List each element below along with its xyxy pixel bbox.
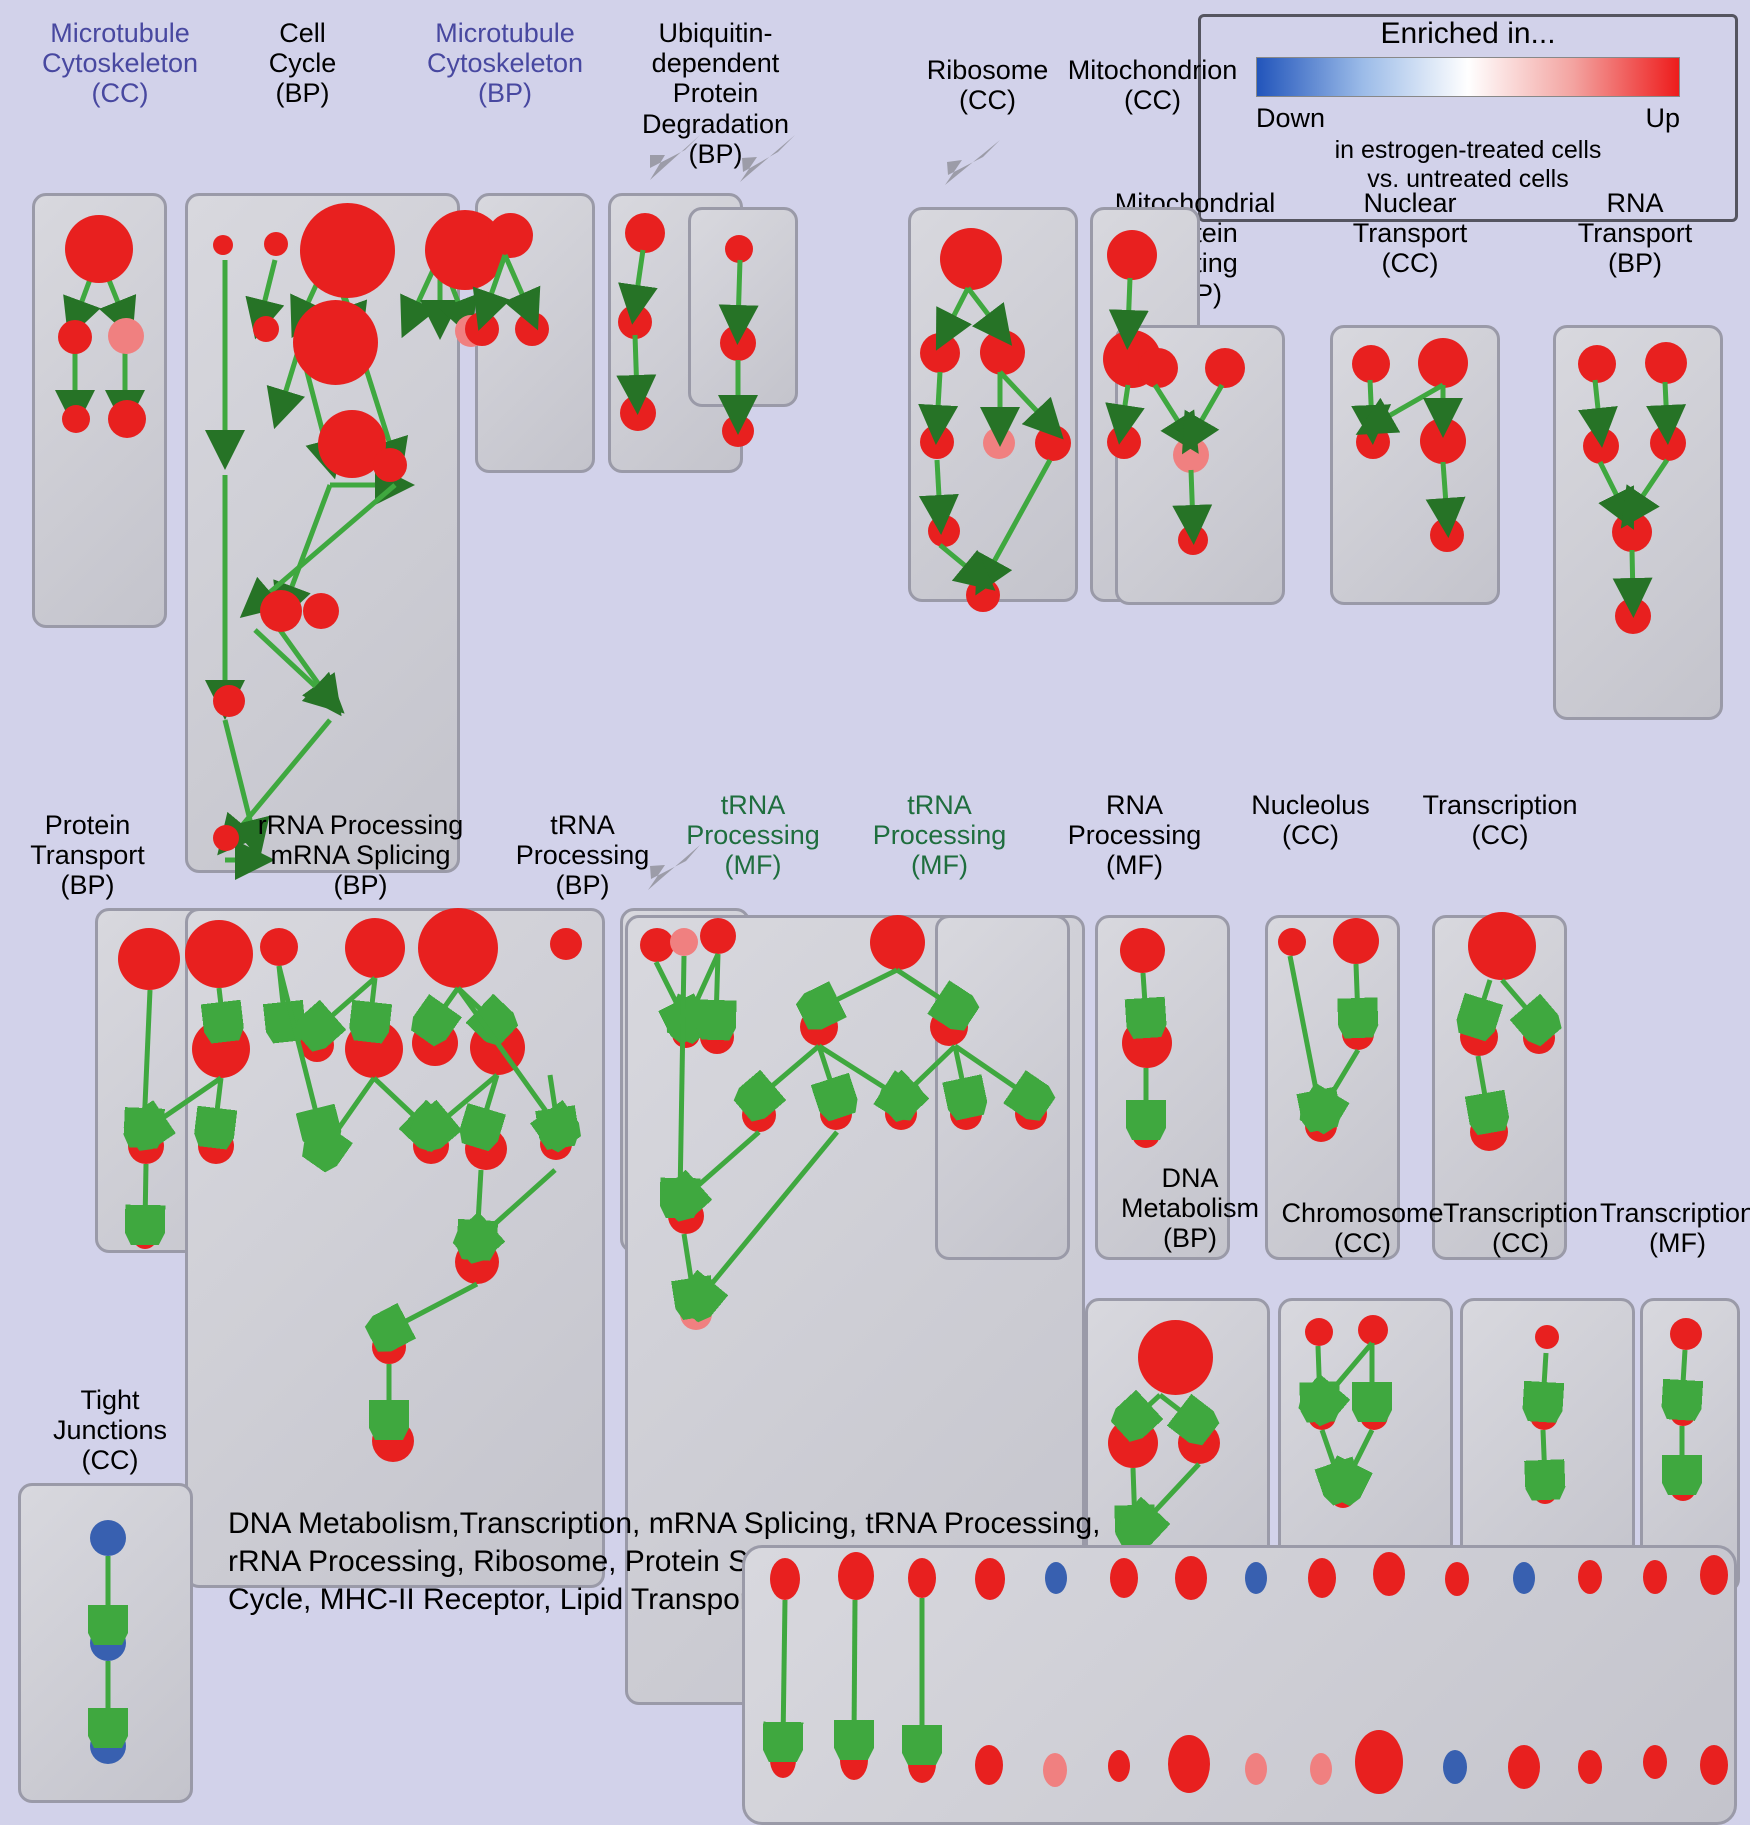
go-node[interactable]	[1508, 1745, 1540, 1789]
go-node[interactable]	[1168, 1735, 1210, 1793]
edges-misc-strip	[0, 0, 1750, 1715]
go-node[interactable]	[1245, 1753, 1267, 1785]
go-node[interactable]	[1310, 1753, 1332, 1785]
go-node[interactable]	[1578, 1750, 1602, 1784]
go-node[interactable]	[1108, 1750, 1130, 1782]
go-node[interactable]	[1355, 1730, 1403, 1794]
go-node[interactable]	[975, 1745, 1003, 1785]
go-node[interactable]	[90, 1728, 126, 1764]
go-node[interactable]	[840, 1740, 868, 1780]
go-node[interactable]	[770, 1742, 796, 1778]
go-node[interactable]	[1700, 1745, 1728, 1785]
go-node[interactable]	[908, 1745, 936, 1783]
go-node[interactable]	[1643, 1745, 1667, 1779]
go-node[interactable]	[1443, 1750, 1467, 1784]
go-node[interactable]	[1043, 1753, 1067, 1787]
enrichment-map-diagram: Enriched in... Down Up in estrogen-treat…	[0, 0, 1750, 1715]
